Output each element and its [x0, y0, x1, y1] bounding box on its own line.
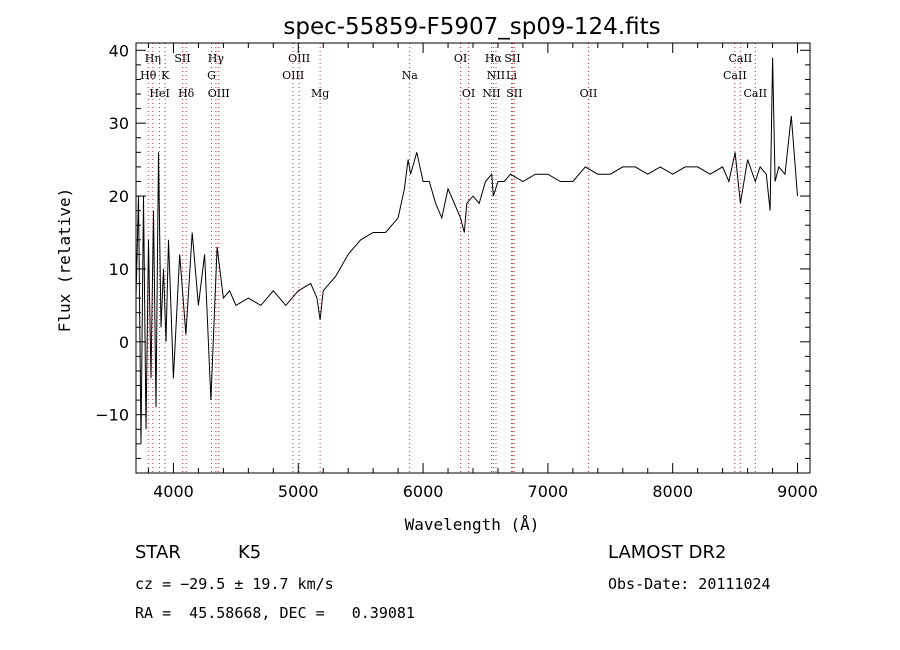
redshift-cz: cz = −29.5 ± 19.7 km/s [135, 575, 334, 593]
line-label: CaII [743, 87, 767, 100]
y-tick-label: 40 [109, 41, 129, 60]
x-tick-label: 9000 [777, 482, 818, 501]
chart-title: spec-55859-F5907_sp09-124.fits [283, 14, 660, 40]
line-label: Mg [311, 87, 329, 100]
line-label: SII [506, 87, 522, 100]
line-label: OIII [208, 87, 230, 100]
line-label: NII [482, 87, 500, 100]
line-label: OII [580, 87, 598, 100]
x-tick-label: 5000 [278, 482, 319, 501]
x-axis-label: Wavelength (Å) [405, 515, 540, 534]
x-tick-label: 7000 [528, 482, 569, 501]
line-label: SII [174, 52, 190, 65]
coordinates: RA = 45.58668, DEC = 0.39081 [135, 604, 415, 622]
line-label: G [207, 69, 216, 82]
y-axis-ticks: −10 0 10 20 30 40 [95, 41, 810, 459]
x-tick-label: 4000 [153, 482, 194, 501]
line-label: NII [487, 69, 505, 82]
object-subclass: K5 [238, 542, 262, 563]
y-tick-label: 10 [109, 260, 129, 279]
line-label: OIII [288, 52, 310, 65]
x-tick-label: 6000 [403, 482, 444, 501]
object-class: STAR [135, 542, 181, 563]
line-label: Hδ [178, 87, 195, 100]
x-tick-label: 8000 [652, 482, 693, 501]
survey-name: LAMOST DR2 [608, 542, 727, 563]
line-label: K [161, 69, 170, 82]
line-label: OIII [282, 69, 304, 82]
y-tick-label: 20 [109, 187, 129, 206]
line-label: SII [504, 52, 520, 65]
observation-date: Obs-Date: 20111024 [608, 575, 771, 593]
y-tick-label: 30 [109, 114, 129, 133]
line-label: Li [506, 69, 517, 82]
line-label: Na [402, 69, 419, 82]
x-axis-ticks: 4000 5000 6000 7000 8000 9000 [147, 43, 818, 501]
line-label: OI [454, 52, 467, 65]
line-label: HeI [149, 87, 169, 100]
y-axis-label: Flux (relative) [55, 188, 74, 333]
emission-line-markers [147, 43, 756, 473]
spectrum-series-line [135, 57, 798, 444]
line-label: Hθ [140, 69, 157, 82]
line-label: Hα [485, 52, 503, 65]
plot-frame [135, 42, 811, 474]
line-label: Hγ [208, 52, 225, 65]
line-label: CaII [723, 69, 747, 82]
y-tick-label: −10 [95, 406, 129, 425]
line-label: CaII [729, 52, 753, 65]
line-label: OI [462, 87, 475, 100]
y-tick-label: 0 [119, 333, 129, 352]
line-label: Hη [145, 52, 161, 65]
